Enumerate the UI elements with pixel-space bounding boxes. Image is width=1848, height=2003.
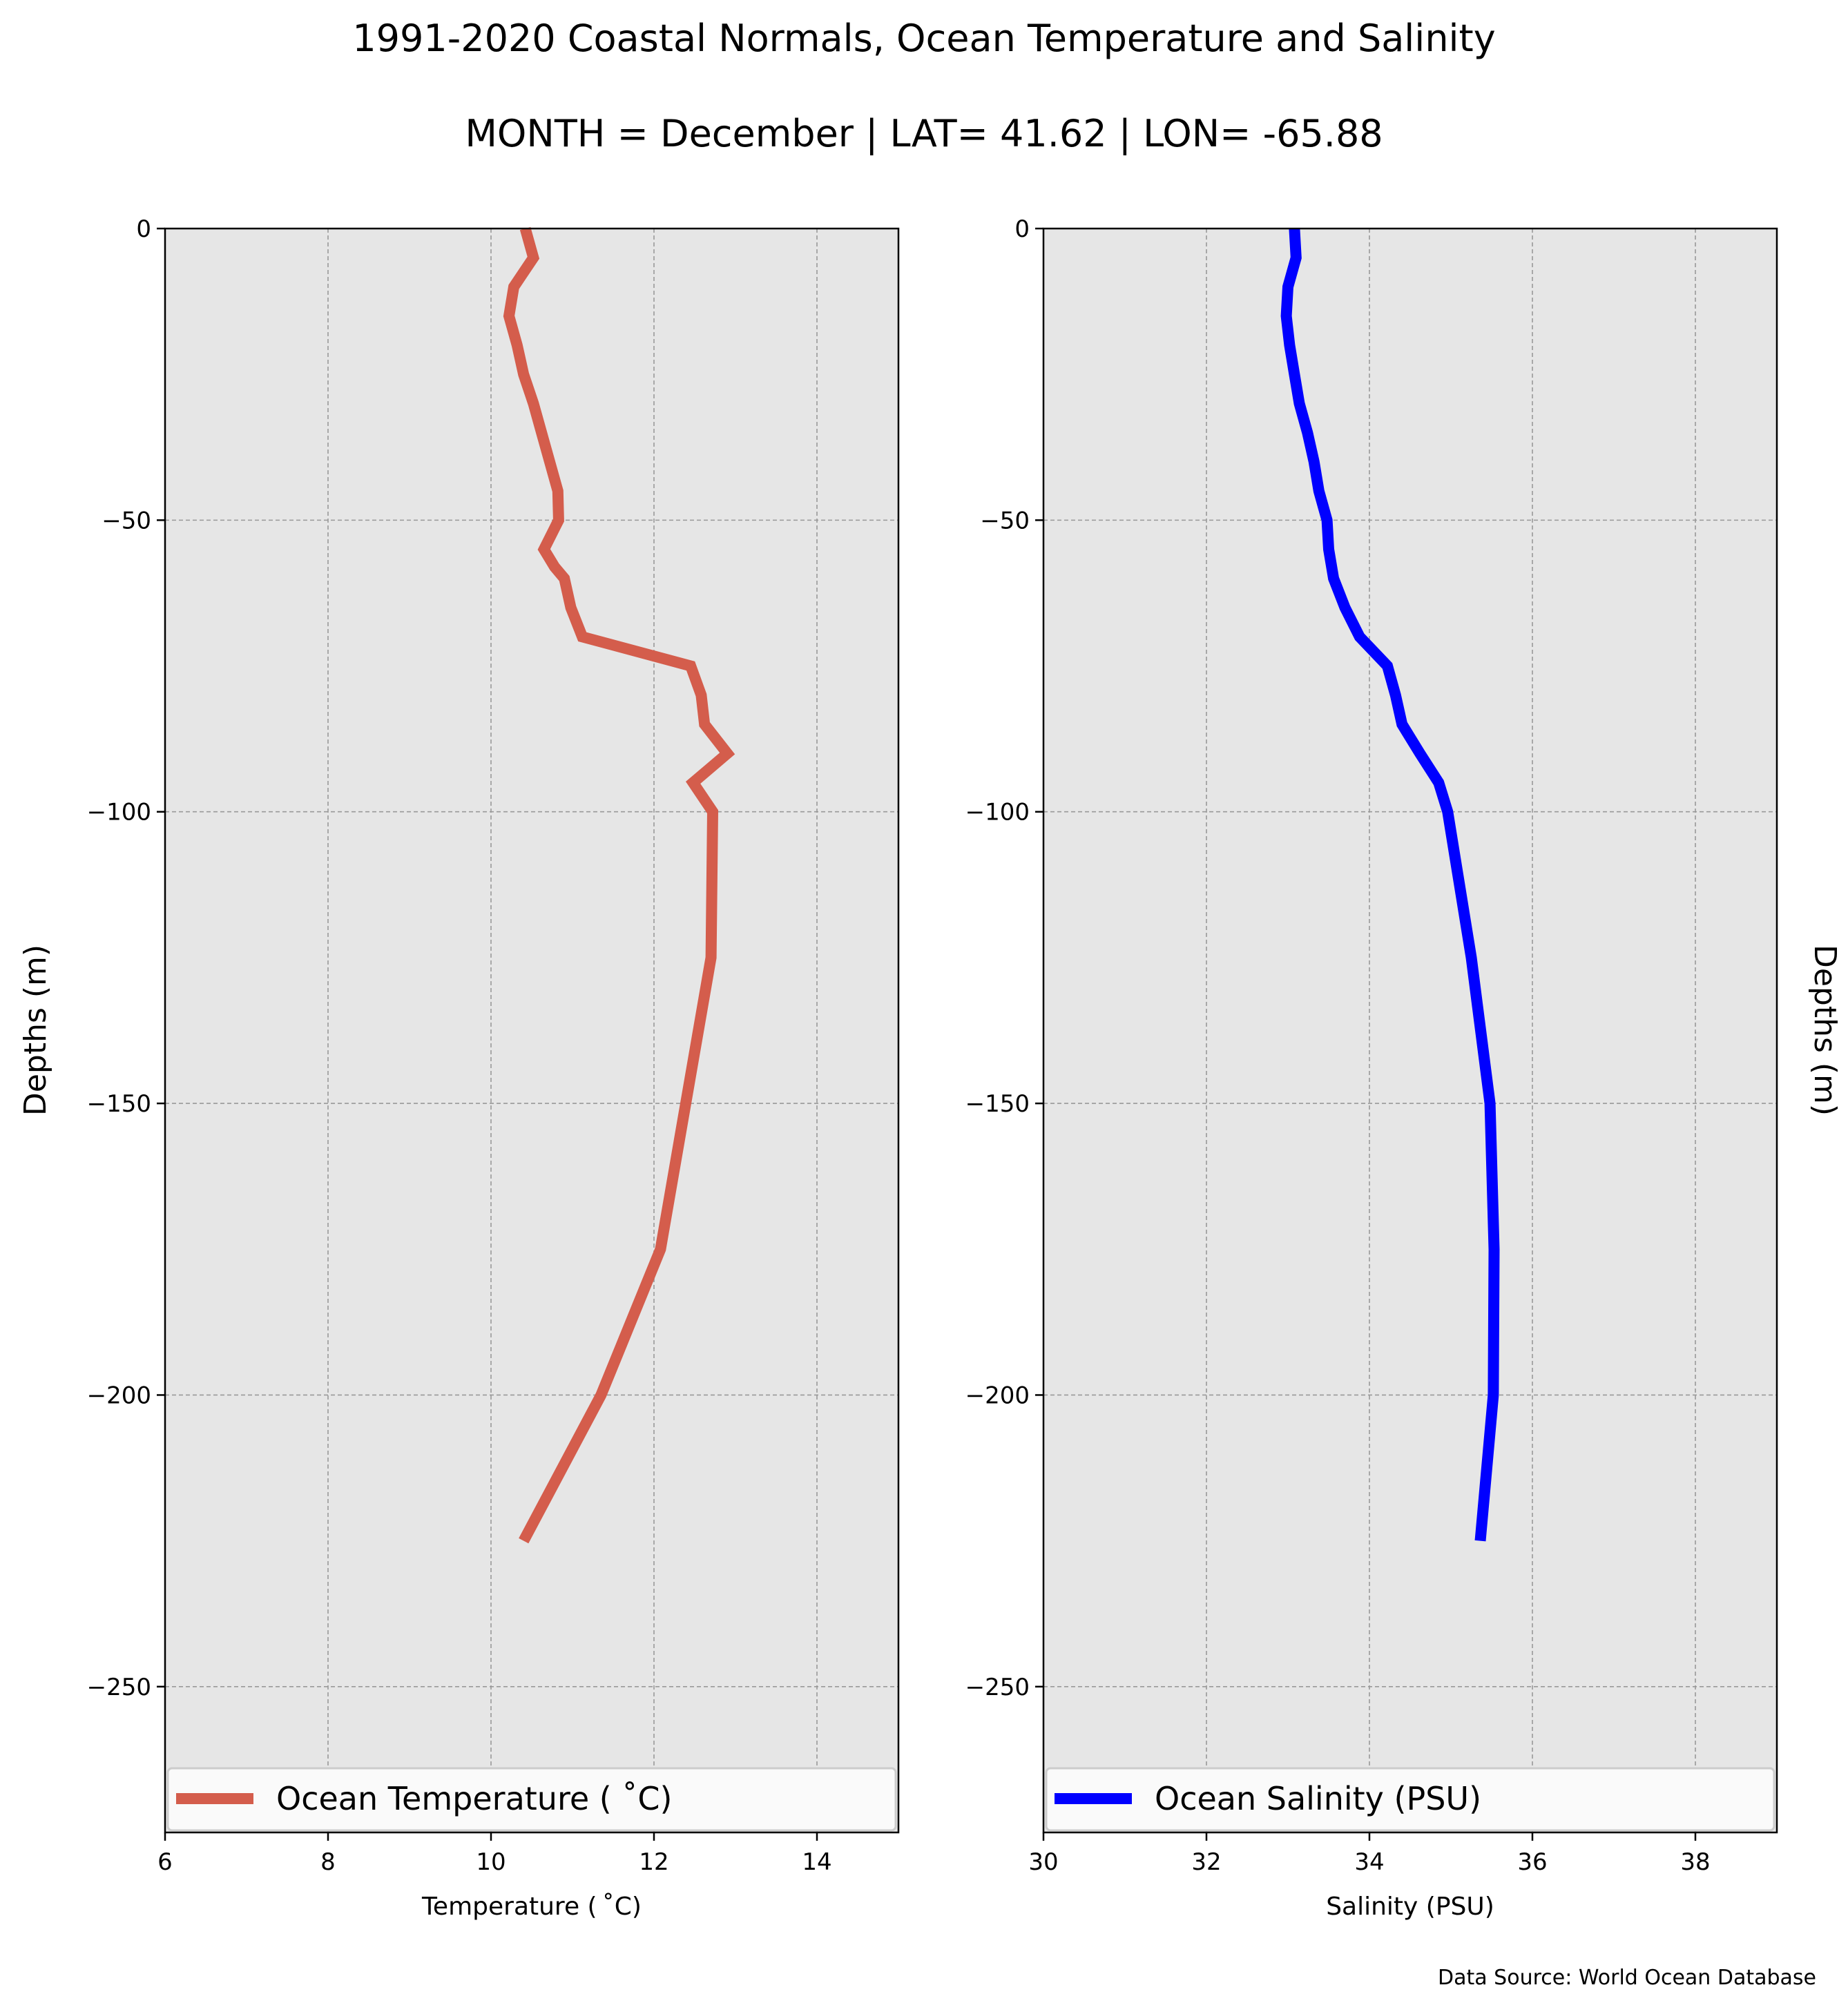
x-tick-label: 6 [157,1848,173,1876]
y-tick-label: −150 [87,1090,151,1118]
legend-temperature: Ocean Temperature ( ˚C) [166,1767,897,1832]
plot-frame-salinity [1042,227,1778,1834]
plot-area-temperature [165,229,898,1832]
y-tick-label: −200 [87,1382,151,1409]
x-axis-label-salinity: Salinity (PSU) [1326,1893,1494,1921]
y-tick-label: −250 [87,1674,151,1701]
grid-salinity [1043,229,1777,1832]
y-tick-label: −100 [965,799,1030,826]
y-axis-label-salinity: Depths (m) [1807,945,1842,1116]
y-tick-label: 0 [1014,215,1030,243]
x-tick-label: 8 [320,1848,336,1876]
x-tick-label: 32 [1191,1848,1221,1876]
legend-box-temperature [166,1767,897,1832]
x-tick-label: 10 [476,1848,506,1876]
plot-area-salinity [1043,229,1777,1832]
chart-subtitle: MONTH = December | LAT= 41.62 | LON= -65… [465,112,1383,155]
grid-temperature [165,229,898,1832]
chart-title: 1991-2020 Coastal Normals, Ocean Tempera… [352,17,1495,60]
legend-label-temperature: Ocean Temperature ( ˚C) [276,1780,672,1817]
x-tick-label: 38 [1680,1848,1710,1876]
legend-box-salinity [1045,1767,1775,1832]
x-tick-label: 12 [639,1848,668,1876]
legend-label-salinity: Ocean Salinity (PSU) [1155,1780,1481,1817]
x-tick-label: 14 [802,1848,831,1876]
y-tick-label: −250 [965,1674,1030,1701]
y-tick-label: 0 [136,215,151,243]
y-tick-label: −150 [965,1090,1030,1118]
y-tick-label: −100 [87,799,151,826]
x-tick-label: 36 [1517,1848,1547,1876]
y-axis-label-temperature: Depths (m) [18,945,53,1116]
salinity-panel: Ocean Salinity (PSU) 30 32 34 36 38 0 −50 −100 −… [965,215,1842,1921]
y-tick-label: −50 [980,507,1030,534]
x-axis-label-temperature: Temperature ( ˚C) [421,1893,642,1921]
x-tick-label: 34 [1354,1848,1384,1876]
legend-salinity: Ocean Salinity (PSU) [1045,1767,1775,1832]
plot-frame-temperature [164,227,900,1834]
y-tick-label: −200 [965,1382,1030,1409]
temperature-panel: Ocean Temperature ( ˚C) 6 8 10 12 14 0 −50 −100… [18,215,900,1921]
x-tick-label: 30 [1028,1848,1058,1876]
data-source-note: Data Source: World Ocean Database [1438,1966,1816,1990]
ticks-temperature: 6 8 10 12 14 0 −50 −100 −150 −200 −250 [87,215,832,1876]
temperature-line [503,226,735,1544]
ticks-salinity: 30 32 34 36 38 0 −50 −100 −150 −200 −250 [965,215,1711,1876]
y-tick-label: −50 [102,507,151,534]
salinity-line [1280,228,1500,1542]
